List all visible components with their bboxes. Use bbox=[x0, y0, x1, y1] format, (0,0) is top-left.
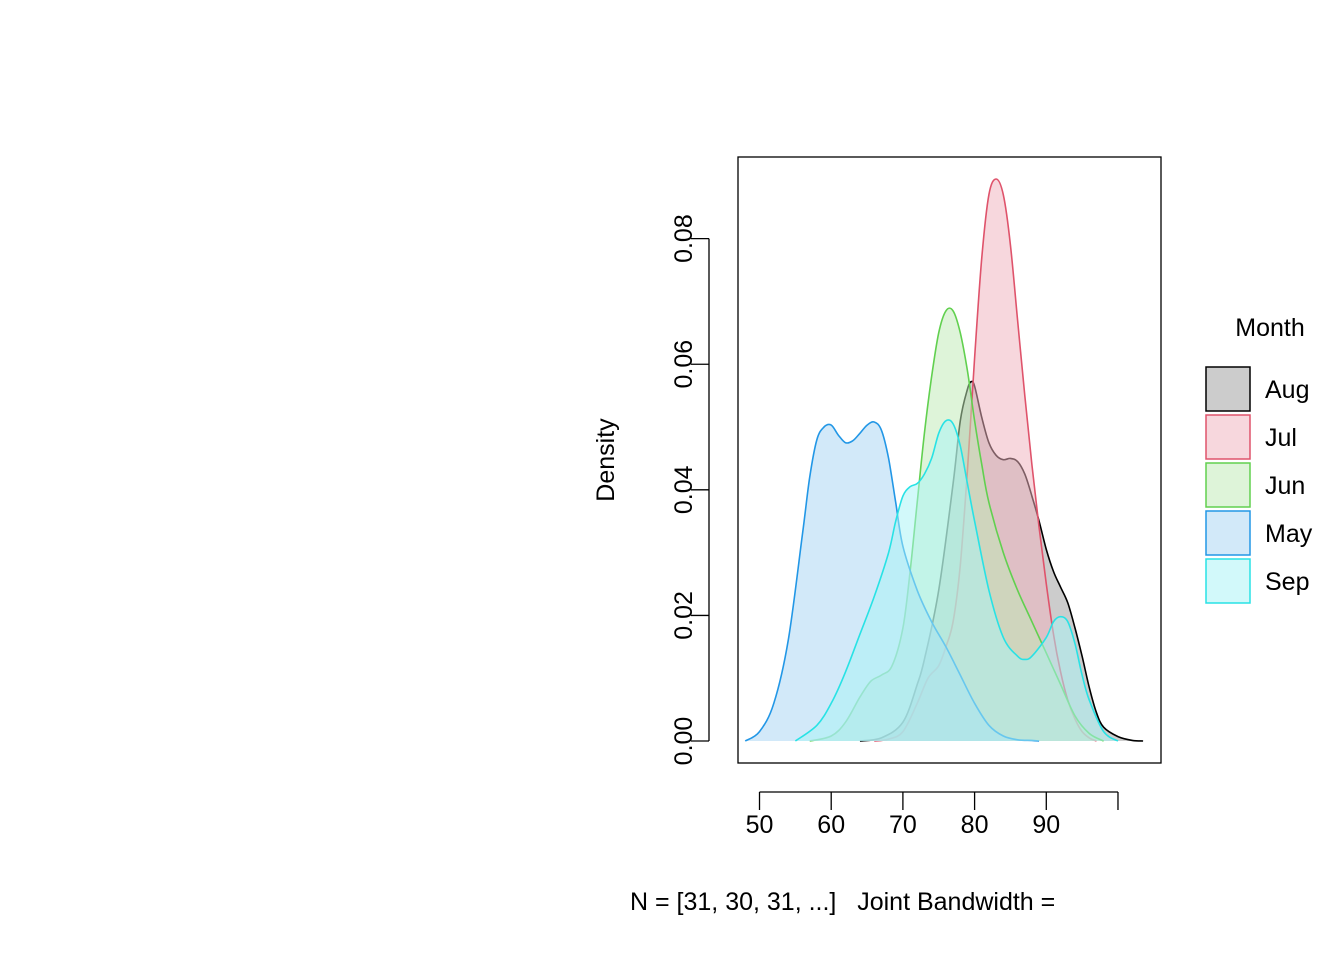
x-axis: 50 60 70 80 90 bbox=[746, 791, 1119, 839]
legend-label-aug: Aug bbox=[1265, 376, 1309, 404]
legend-label-jul: Jul bbox=[1265, 424, 1297, 452]
y-tick-label: 0.04 bbox=[670, 465, 698, 514]
y-axis-label: Density bbox=[592, 418, 620, 502]
x-tick-label: 70 bbox=[889, 811, 917, 839]
x-axis-label: N = [31, 30, 31, ...] Joint Bandwidth = bbox=[630, 888, 1055, 916]
y-tick-label: 0.02 bbox=[670, 591, 698, 640]
density-area-jul bbox=[874, 179, 1097, 741]
legend: Month Aug Jul Jun May Sep bbox=[1205, 314, 1313, 604]
legend-items: Aug Jul Jun May Sep bbox=[1205, 366, 1313, 604]
y-tick-label: 0.00 bbox=[670, 717, 698, 766]
y-tick-label: 0.08 bbox=[670, 214, 698, 263]
y-axis: 0.00 0.02 0.04 0.06 0.08 bbox=[670, 214, 710, 766]
density-areas bbox=[744, 178, 1144, 742]
x-tick-label: 80 bbox=[961, 811, 989, 839]
legend-swatch-aug bbox=[1205, 366, 1251, 412]
x-tick-label: 60 bbox=[817, 811, 845, 839]
legend-swatch-may bbox=[1205, 510, 1251, 556]
legend-swatch-jun bbox=[1205, 462, 1251, 508]
plot-frame bbox=[737, 156, 1162, 764]
legend-label-may: May bbox=[1265, 520, 1313, 548]
y-tick-label: 0.06 bbox=[670, 340, 698, 389]
x-tick-label: 90 bbox=[1032, 811, 1060, 839]
density-line-sep bbox=[794, 419, 1119, 742]
legend-label-sep: Sep bbox=[1265, 568, 1309, 596]
legend-title: Month bbox=[1235, 314, 1304, 342]
x-tick-label: 50 bbox=[746, 811, 774, 839]
legend-swatch-jul bbox=[1205, 414, 1251, 460]
legend-label-jun: Jun bbox=[1265, 472, 1305, 500]
density-area-sep bbox=[795, 419, 1118, 741]
legend-swatch-sep bbox=[1205, 558, 1251, 604]
